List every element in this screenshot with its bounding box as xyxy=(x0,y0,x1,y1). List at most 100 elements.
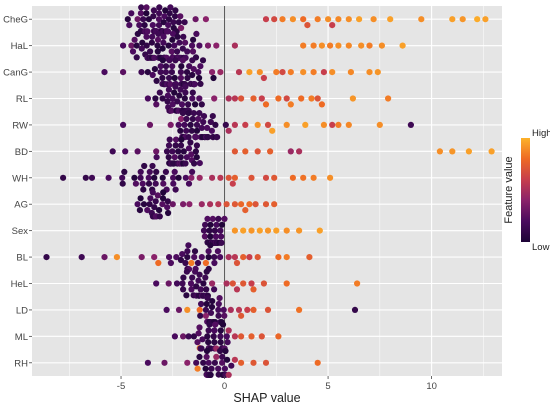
shap-point xyxy=(254,121,261,128)
shap-point xyxy=(211,259,218,267)
shap-point xyxy=(177,127,184,134)
shap-point xyxy=(256,227,263,234)
shap-point xyxy=(287,148,294,155)
shap-point xyxy=(198,124,205,131)
shap-point xyxy=(223,201,230,208)
shap-point xyxy=(488,148,495,155)
shap-point xyxy=(225,127,232,134)
shap-point xyxy=(152,198,159,205)
shap-point xyxy=(169,201,176,208)
shap-point xyxy=(212,233,219,240)
shap-point xyxy=(78,254,85,261)
shap-point xyxy=(202,274,209,281)
shap-point xyxy=(224,339,231,346)
shap-point xyxy=(335,42,342,49)
shap-point xyxy=(221,215,228,222)
shap-point xyxy=(345,121,352,128)
shap-point xyxy=(191,160,198,167)
shap-point xyxy=(185,145,193,152)
shap-point xyxy=(163,306,170,313)
shap-point xyxy=(254,254,261,261)
shap-point xyxy=(314,359,321,366)
shap-point xyxy=(169,95,176,102)
shap-point xyxy=(155,259,162,267)
shap-point xyxy=(203,268,210,275)
shap-point xyxy=(228,362,235,369)
shap-point xyxy=(162,7,169,14)
shap-point xyxy=(203,347,211,355)
shap-point xyxy=(279,69,286,76)
shap-point xyxy=(146,168,153,175)
shap-point xyxy=(209,69,216,76)
shap-point xyxy=(196,271,203,278)
shap-point xyxy=(152,180,159,187)
feature-label: HaL xyxy=(11,41,28,52)
shap-point xyxy=(204,134,212,141)
shap-point xyxy=(153,101,160,108)
shap-point xyxy=(211,227,218,234)
shap-point xyxy=(189,71,196,79)
shap-point xyxy=(146,121,154,128)
shap-point xyxy=(418,16,425,23)
shap-point xyxy=(310,174,317,181)
shap-point xyxy=(132,180,139,187)
shap-point xyxy=(145,174,152,181)
shap-point xyxy=(180,286,187,293)
shap-point xyxy=(208,365,215,372)
shap-point xyxy=(174,48,181,55)
shap-point xyxy=(279,16,286,23)
shap-point xyxy=(175,174,182,181)
shap-point xyxy=(185,242,192,249)
shap-point xyxy=(182,160,189,167)
shap-point xyxy=(233,259,241,267)
shap-point xyxy=(214,134,221,141)
shap-point xyxy=(318,42,325,49)
shap-point xyxy=(254,148,261,155)
shap-point xyxy=(161,359,168,366)
shap-point xyxy=(194,259,202,267)
shap-point xyxy=(138,4,145,11)
shap-point xyxy=(248,174,255,181)
shap-point xyxy=(180,201,187,208)
shap-point xyxy=(184,248,191,255)
shap-point xyxy=(156,213,163,220)
shap-point xyxy=(246,254,253,261)
shap-point xyxy=(178,136,185,143)
shap-point xyxy=(153,148,160,155)
shap-point xyxy=(219,321,227,328)
shap-point xyxy=(250,95,257,102)
shap-point xyxy=(179,251,186,258)
shap-point xyxy=(202,306,209,313)
shap-point xyxy=(218,239,225,246)
shap-point xyxy=(235,306,243,313)
shap-point xyxy=(235,69,243,76)
shap-point xyxy=(213,221,220,228)
shap-point xyxy=(256,69,263,76)
shap-point xyxy=(143,33,150,40)
shap-point xyxy=(217,333,224,340)
shap-point xyxy=(231,333,238,340)
shap-point xyxy=(168,69,175,76)
shap-point xyxy=(105,174,112,181)
shap-point xyxy=(196,74,203,82)
shap-point xyxy=(208,303,216,311)
shap-point xyxy=(231,254,238,261)
shap-point xyxy=(153,77,160,84)
shap-point xyxy=(212,121,219,128)
shap-point xyxy=(177,69,184,76)
shap-point xyxy=(188,286,195,293)
shap-point xyxy=(178,115,185,123)
shap-point xyxy=(459,16,466,23)
shap-point xyxy=(225,254,232,261)
shap-point xyxy=(60,174,67,181)
shap-point xyxy=(157,63,164,70)
shap-point xyxy=(306,254,313,261)
shap-point xyxy=(190,66,197,73)
x-axis-ticks: -5 0 5 10 xyxy=(117,376,437,392)
shap-point xyxy=(283,95,290,102)
shap-point xyxy=(82,174,89,181)
shap-point xyxy=(199,336,206,343)
shap-point xyxy=(101,254,108,261)
shap-point xyxy=(217,227,224,234)
shap-point xyxy=(252,201,259,208)
